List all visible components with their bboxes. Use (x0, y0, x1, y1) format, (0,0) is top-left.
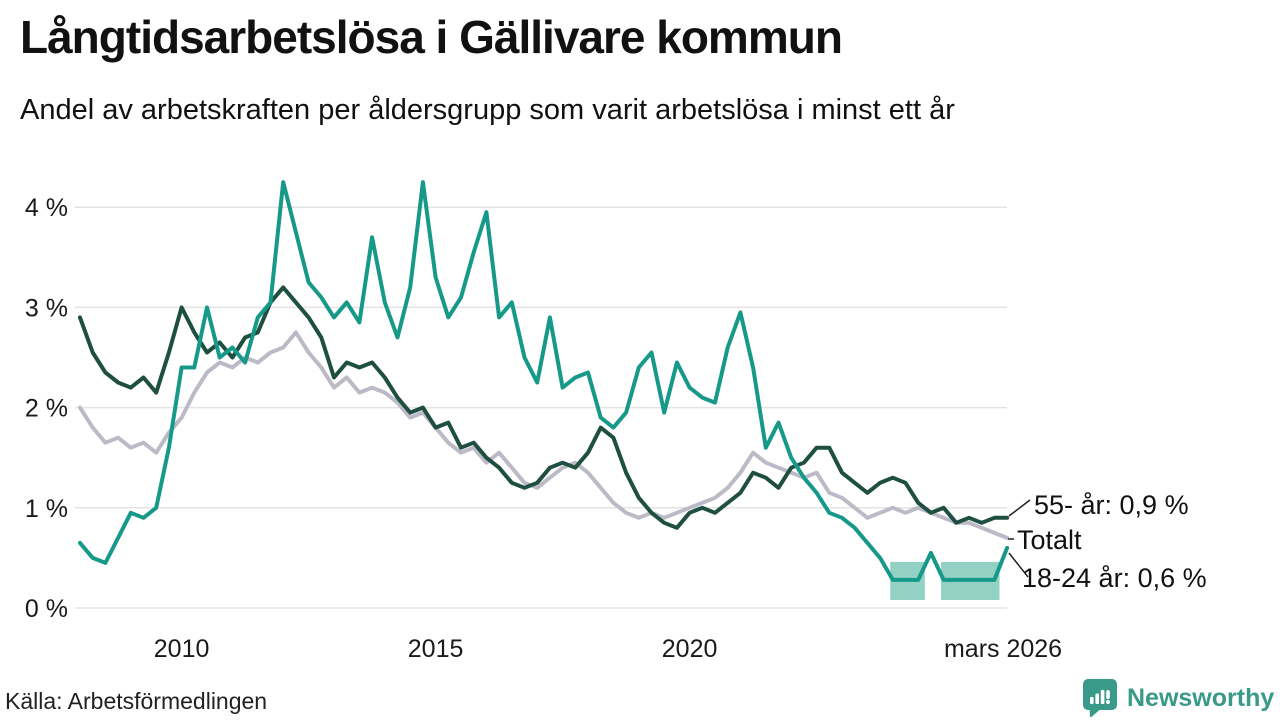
page-title: Långtidsarbetslösa i Gällivare kommun (20, 11, 843, 63)
source-note: Källa: Arbetsförmedlingen (5, 688, 268, 714)
y-axis-tick-label: 4 % (25, 194, 68, 222)
series-end-label: Totalt (1017, 525, 1082, 555)
x-axis-tick-label: 2020 (662, 635, 718, 663)
x-axis-tick-label: 2010 (154, 635, 210, 663)
label-connector-line (1008, 552, 1029, 578)
y-axis-tick-label: 2 % (25, 395, 68, 423)
newsworthy-wordmark: Newsworthy (1127, 683, 1275, 712)
page-subtitle: Andel av arbetskraften per åldersgrupp s… (20, 94, 955, 126)
x-axis-tick-label: 2015 (408, 635, 464, 663)
series-end-label: 55- år: 0,9 % (1034, 490, 1189, 520)
series-line-Totalt (78, 330, 1010, 540)
label-connector-line (1008, 499, 1031, 517)
series-line-18-24 år (78, 180, 1010, 582)
y-axis-tick-label: 1 % (25, 495, 68, 523)
y-axis-tick-label: 0 % (25, 595, 68, 623)
series-end-label: 18-24 år: 0,6 % (1022, 563, 1207, 593)
newsworthy-logo: Newsworthy (1082, 678, 1274, 718)
y-axis-tick-label: 3 % (25, 294, 68, 322)
newsworthy-icon (1083, 679, 1117, 718)
series-line-55- år (78, 285, 1010, 530)
x-axis-tick-label: mars 2026 (944, 635, 1062, 663)
